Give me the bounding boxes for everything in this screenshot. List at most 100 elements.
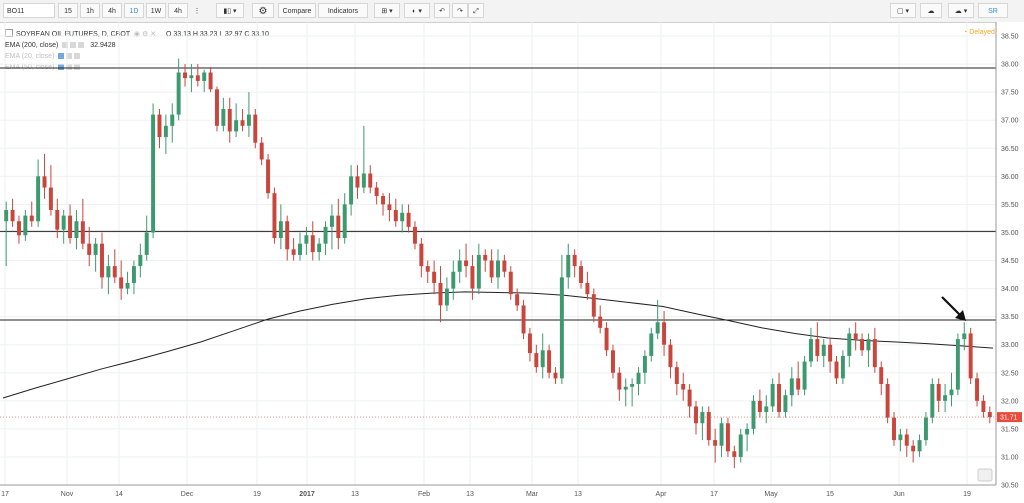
y-tick-label: 37.50: [1001, 90, 1019, 97]
candle-body: [700, 412, 705, 424]
settings-icon[interactable]: [66, 53, 73, 59]
interval-1d[interactable]: 1D: [124, 3, 144, 18]
candle: [342, 193, 347, 244]
candle-body: [860, 339, 865, 351]
eye-icon[interactable]: [62, 42, 69, 48]
remove-icon[interactable]: [74, 53, 81, 59]
interval-15m[interactable]: 15: [58, 3, 78, 18]
candle: [329, 204, 334, 250]
undo-icon[interactable]: ↶: [434, 3, 450, 18]
ema-200-series: [2, 291, 994, 399]
candle-body: [489, 260, 494, 278]
candle: [355, 165, 360, 199]
settings-icon[interactable]: [70, 42, 77, 48]
candle: [738, 428, 743, 463]
candle: [336, 198, 341, 250]
candle: [425, 260, 430, 283]
candle: [464, 243, 469, 278]
candle: [361, 125, 366, 194]
candle: [674, 361, 679, 396]
candle-body: [138, 254, 143, 267]
candle-body: [955, 339, 960, 390]
candle-body: [317, 243, 322, 253]
candle-body: [725, 423, 730, 452]
candle: [872, 327, 877, 373]
ema20-row[interactable]: EMA (20, close): [5, 51, 269, 62]
candle-body: [323, 226, 328, 244]
remove-icon[interactable]: [74, 64, 81, 70]
candle: [694, 400, 698, 435]
candle-body: [266, 159, 271, 194]
templates-icon[interactable]: ⊞ ▾: [374, 3, 400, 18]
candle: [834, 355, 839, 384]
candle-body: [374, 187, 379, 196]
candle: [189, 64, 194, 93]
interval-1w[interactable]: 1W: [146, 3, 166, 18]
interval-4h[interactable]: 4h: [102, 3, 122, 18]
remove-icon[interactable]: [78, 42, 85, 48]
compare-button[interactable]: Compare: [278, 3, 316, 18]
candle-body: [559, 277, 564, 379]
candle-body: [329, 215, 334, 227]
price-chart[interactable]: 37.9335.0233.44 38.5038.0037.5037.0036.5…: [0, 22, 1024, 503]
layout-icon[interactable]: ▢ ▾: [890, 3, 916, 18]
alert-icon[interactable]: ◐ ▾: [404, 3, 430, 18]
x-tick-label: Apr: [656, 491, 668, 498]
gear-icon[interactable]: ⚙: [252, 3, 274, 18]
candle: [368, 165, 373, 194]
interval-4h-alt[interactable]: 4h: [168, 3, 188, 18]
ema50-label: EMA (50, close): [5, 64, 55, 71]
save-cloud-icon[interactable]: ☁ ▾: [948, 3, 974, 18]
ema200-row[interactable]: EMA (200, close) 32.9428: [5, 40, 269, 51]
candle-body: [828, 344, 833, 362]
indicators-button[interactable]: Indicators: [318, 3, 368, 18]
candle-body: [732, 451, 737, 457]
candle-body: [393, 210, 398, 222]
redo-icon[interactable]: ↷: [452, 3, 468, 18]
candle-body: [706, 412, 711, 441]
candle: [112, 249, 117, 283]
x-tick-label: 13: [466, 491, 474, 498]
candle: [987, 406, 992, 424]
bar-style-icon[interactable]: ▮▯ ▾: [216, 3, 244, 18]
eye-icon[interactable]: [58, 53, 65, 59]
symbol-input[interactable]: BO11: [3, 3, 55, 18]
candle-body: [981, 400, 986, 413]
candle-body: [713, 440, 718, 446]
candle: [732, 445, 737, 469]
candle: [930, 378, 935, 424]
candle-body: [23, 215, 28, 236]
candle-body: [151, 114, 156, 233]
interval-1h[interactable]: 1h: [80, 3, 100, 18]
candle-body: [853, 333, 858, 340]
candle: [572, 249, 577, 278]
fullscreen-icon[interactable]: ⤢: [468, 3, 484, 18]
eye-icon[interactable]: [58, 64, 65, 70]
candle: [745, 423, 750, 452]
cloud-icon[interactable]: ☁: [920, 3, 942, 18]
candle-body: [796, 378, 801, 390]
symbol-title: SOYBEAN OIL FUTURES, D, CBOT: [16, 31, 130, 38]
candle: [310, 221, 315, 261]
candle: [904, 428, 909, 457]
ema200-value: 32.9428: [90, 42, 116, 49]
toolbar-right-button[interactable]: SR: [978, 3, 1008, 18]
candle: [253, 108, 258, 149]
y-tick-label: 32.50: [1001, 370, 1019, 377]
settings-icon[interactable]: [66, 64, 73, 70]
candle: [234, 103, 239, 138]
candle: [151, 103, 156, 239]
interval-menu-icon[interactable]: ⋮: [193, 8, 201, 15]
candle-body: [770, 383, 775, 407]
candle: [527, 327, 532, 362]
candle-body: [202, 72, 207, 81]
ema50-row[interactable]: EMA (50, close): [5, 62, 269, 73]
candle: [195, 64, 200, 87]
candle: [540, 333, 545, 379]
candle: [949, 372, 954, 407]
candle-body: [630, 383, 635, 387]
candle: [138, 243, 143, 278]
y-tick-label: 35.00: [1001, 230, 1019, 237]
legend-buttons-icon[interactable]: ◉ ⚙ ✕: [133, 31, 157, 38]
candle-body: [144, 232, 149, 255]
